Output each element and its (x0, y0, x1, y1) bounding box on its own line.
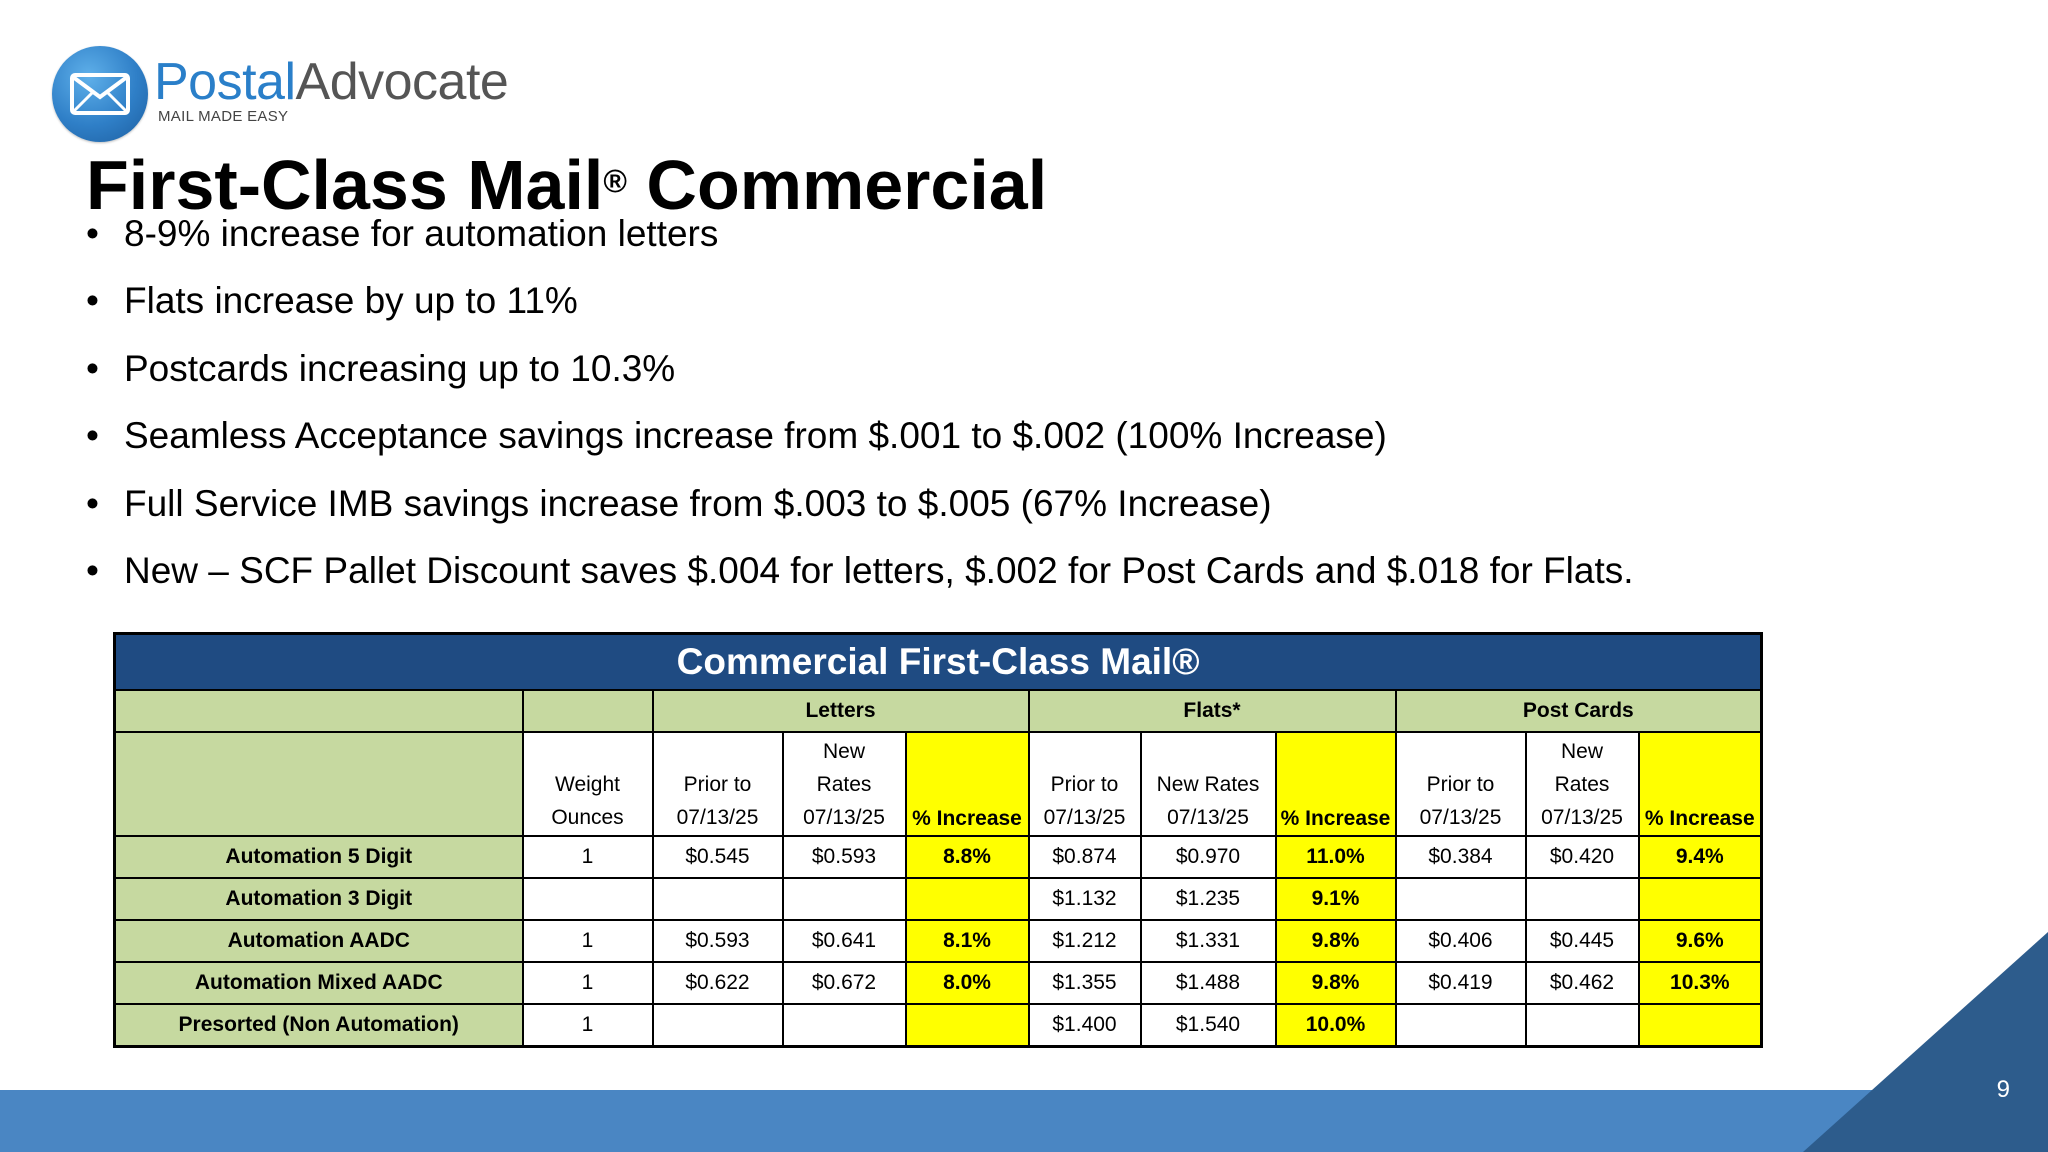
cell-flats-prior: $1.400 (1027, 1003, 1142, 1048)
group-header-empty (113, 689, 524, 733)
cell-postcards-prior: $0.384 (1394, 835, 1527, 879)
column-header-postcards-prior: Prior to 07/13/25 (1394, 731, 1527, 837)
cell-flats-prior: $1.355 (1027, 961, 1142, 1005)
table-caption: Commercial First-Class Mail® (113, 632, 1763, 691)
cell-letters-prior (651, 877, 784, 921)
cell-flats-prior: $1.212 (1027, 919, 1142, 963)
cell-letters-prior: $0.622 (651, 961, 784, 1005)
cell-letters-prior: $0.545 (651, 835, 784, 879)
row-label: Automation AADC (113, 919, 524, 963)
postal-advocate-logo: PostalAdvocate MAIL MADE EASY (52, 46, 572, 146)
column-header-letters-increase: % Increase (904, 731, 1030, 837)
column-header-empty (113, 731, 524, 837)
cell-postcards-prior: $0.406 (1394, 919, 1527, 963)
cell-flats-new: $1.540 (1139, 1003, 1277, 1048)
cell-weight: 1 (521, 961, 654, 1005)
table-row: Presorted (Non Automation) 1 $1.400 $1.5… (113, 1003, 1763, 1048)
row-label: Presorted (Non Automation) (113, 1003, 524, 1048)
cell-postcards-increase: 10.3% (1637, 961, 1763, 1005)
cell-postcards-new (1524, 1003, 1640, 1048)
cell-letters-prior (651, 1003, 784, 1048)
bullet-item: 8-9% increase for automation letters (86, 213, 1634, 281)
cell-postcards-increase (1637, 1003, 1763, 1048)
cell-postcards-increase (1637, 877, 1763, 921)
cell-flats-increase: 9.8% (1274, 919, 1397, 963)
cell-letters-new: $0.672 (781, 961, 907, 1005)
cell-flats-increase: 9.8% (1274, 961, 1397, 1005)
cell-postcards-prior: $0.419 (1394, 961, 1527, 1005)
cell-flats-increase: 9.1% (1274, 877, 1397, 921)
cell-letters-new: $0.641 (781, 919, 907, 963)
cell-letters-prior: $0.593 (651, 919, 784, 963)
footer-bar (0, 1090, 2048, 1152)
cell-letters-new (781, 1003, 907, 1048)
table-row: Automation AADC 1 $0.593 $0.641 8.1% $1.… (113, 919, 1763, 963)
cell-letters-increase (904, 1003, 1030, 1048)
cell-letters-increase: 8.0% (904, 961, 1030, 1005)
column-header-postcards-new: New Rates 07/13/25 (1524, 731, 1640, 837)
cell-flats-prior: $1.132 (1027, 877, 1142, 921)
cell-postcards-new: $0.445 (1524, 919, 1640, 963)
cell-flats-increase: 11.0% (1274, 835, 1397, 879)
cell-letters-increase: 8.8% (904, 835, 1030, 879)
column-header-postcards-increase: % Increase (1637, 731, 1763, 837)
page-number: 9 (1996, 1076, 2010, 1103)
cell-letters-new (781, 877, 907, 921)
group-header-empty (521, 689, 654, 733)
bullet-item: Full Service IMB savings increase from $… (86, 483, 1634, 551)
group-header-postcards: Post Cards (1394, 689, 1763, 733)
column-header-letters-new: New Rates 07/13/25 (781, 731, 907, 837)
cell-weight: 1 (521, 1003, 654, 1048)
column-header-flats-new: New Rates 07/13/25 (1139, 731, 1277, 837)
row-label: Automation 3 Digit (113, 877, 524, 921)
title-rest: Commercial (626, 146, 1048, 224)
row-label: Automation 5 Digit (113, 835, 524, 879)
cell-postcards-increase: 9.6% (1637, 919, 1763, 963)
cell-flats-prior: $0.874 (1027, 835, 1142, 879)
column-header-flats-prior: Prior to 07/13/25 (1027, 731, 1142, 837)
cell-flats-new: $0.970 (1139, 835, 1277, 879)
cell-postcards-prior (1394, 877, 1527, 921)
bullet-item: Postcards increasing up to 10.3% (86, 348, 1634, 416)
table-row: Automation Mixed AADC 1 $0.622 $0.672 8.… (113, 961, 1763, 1005)
envelope-icon (52, 46, 148, 142)
bullet-list: 8-9% increase for automation letters Fla… (86, 213, 1634, 618)
logo-name-postal: Postal (154, 53, 296, 111)
logo-wordmark: PostalAdvocate (154, 50, 509, 114)
cell-postcards-new (1524, 877, 1640, 921)
cell-letters-increase: 8.1% (904, 919, 1030, 963)
group-header-letters: Letters (651, 689, 1030, 733)
cell-letters-increase (904, 877, 1030, 921)
cell-flats-new: $1.235 (1139, 877, 1277, 921)
group-header-flats: Flats* (1027, 689, 1397, 733)
table-row: Automation 5 Digit 1 $0.545 $0.593 8.8% … (113, 835, 1763, 879)
column-header-weight: Weight Ounces (521, 731, 654, 837)
cell-letters-new: $0.593 (781, 835, 907, 879)
bullet-item: Seamless Acceptance savings increase fro… (86, 416, 1634, 483)
logo-tagline: MAIL MADE EASY (158, 108, 289, 125)
column-header-letters-prior: Prior to 07/13/25 (651, 731, 784, 837)
table-row: Automation 3 Digit $1.132 $1.235 9.1% (113, 877, 1763, 921)
rates-table: Commercial First-Class Mail® Letters Fla… (113, 632, 1764, 1048)
cell-postcards-new: $0.462 (1524, 961, 1640, 1005)
footer-corner-triangle (1803, 932, 2048, 1152)
logo-name-advocate: Advocate (295, 53, 509, 111)
cell-weight (521, 877, 654, 921)
cell-weight: 1 (521, 919, 654, 963)
cell-postcards-prior (1394, 1003, 1527, 1048)
title-main: First-Class Mail (86, 146, 604, 224)
cell-weight: 1 (521, 835, 654, 879)
registered-mark: ® (603, 163, 627, 199)
cell-flats-new: $1.488 (1139, 961, 1277, 1005)
cell-flats-new: $1.331 (1139, 919, 1277, 963)
slide-title: First-Class Mail® Commercial (86, 140, 1047, 230)
cell-postcards-increase: 9.4% (1637, 835, 1763, 879)
bullet-item: Flats increase by up to 11% (86, 281, 1634, 348)
column-header-flats-increase: % Increase (1274, 731, 1397, 837)
row-label: Automation Mixed AADC (113, 961, 524, 1005)
bullet-item: New – SCF Pallet Discount saves $.004 fo… (86, 550, 1634, 618)
cell-flats-increase: 10.0% (1274, 1003, 1397, 1048)
cell-postcards-new: $0.420 (1524, 835, 1640, 879)
